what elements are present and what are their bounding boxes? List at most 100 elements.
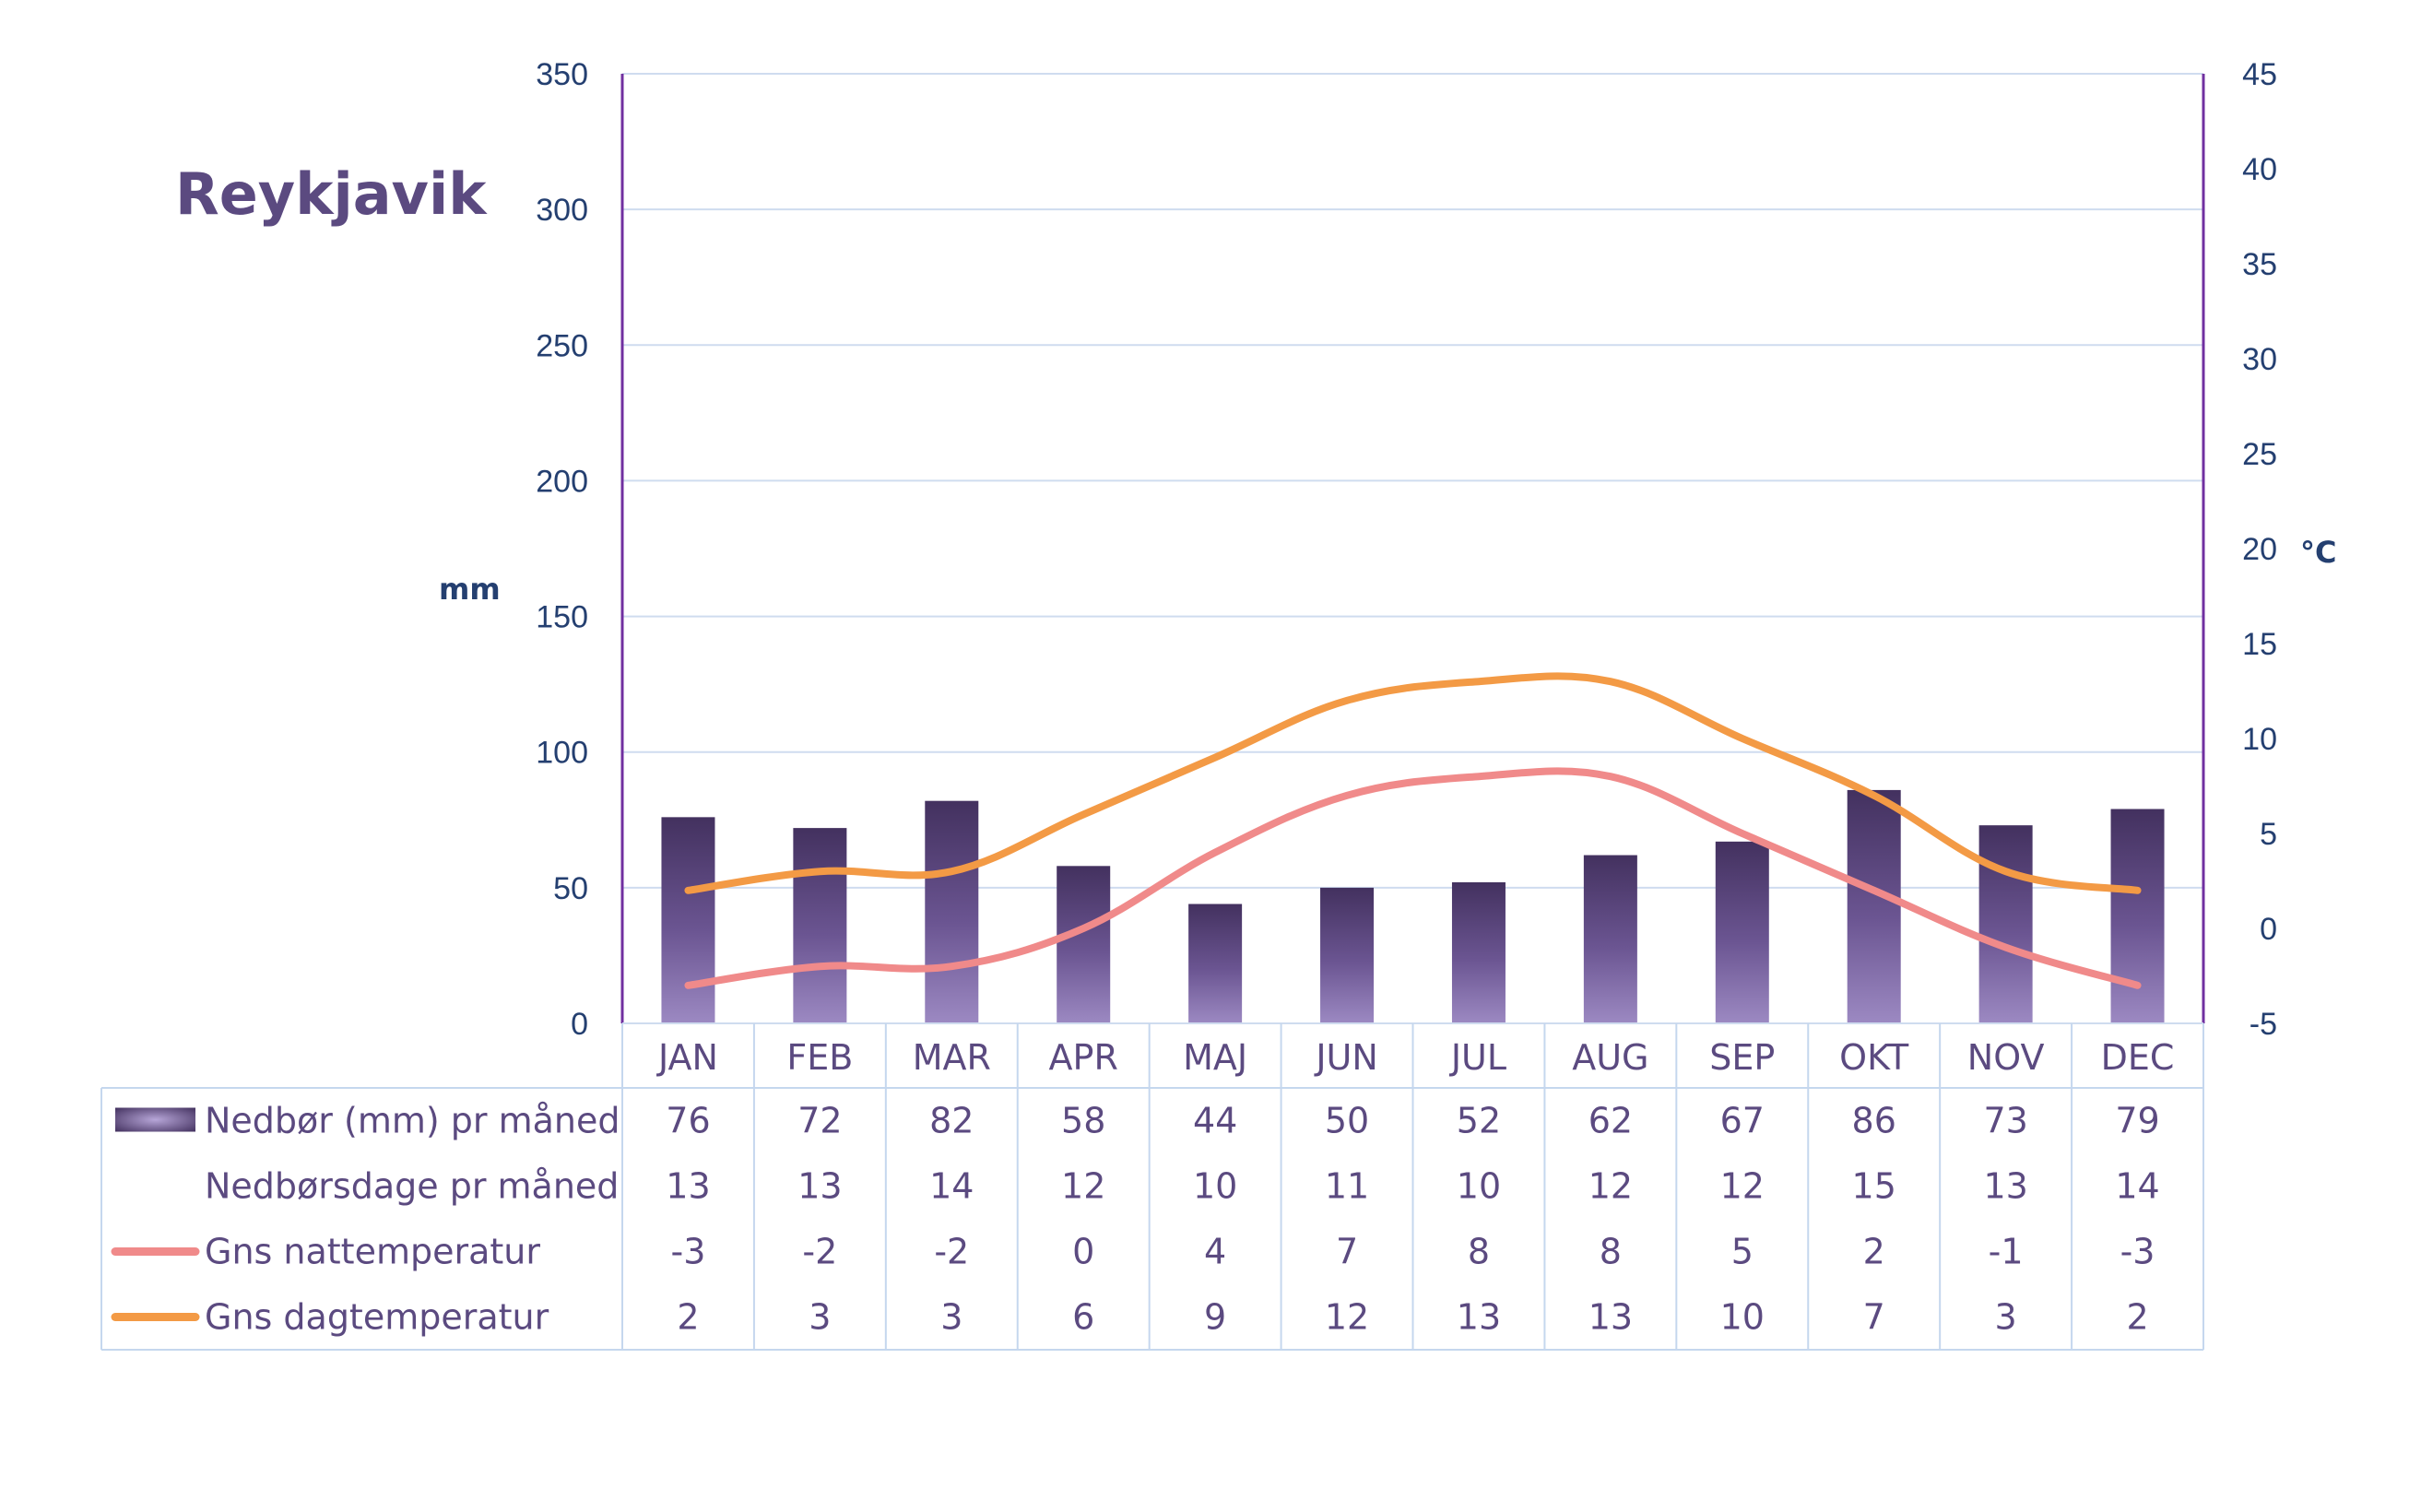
right-tick-label: 25 (2242, 437, 2277, 472)
left-tick-label: 100 (536, 736, 588, 771)
category-label: FEB (786, 1037, 853, 1078)
category-label: NOV (1967, 1037, 2045, 1078)
category-label: MAR (913, 1037, 991, 1078)
table-cell: 10 (1193, 1166, 1237, 1207)
right-tick-label: 5 (2260, 817, 2277, 852)
precipitation-bar (661, 817, 715, 1023)
table-cell: 13 (666, 1166, 710, 1207)
table-cell: 12 (1325, 1297, 1369, 1338)
table-cell: 13 (1588, 1297, 1633, 1338)
table-cell: -3 (2120, 1232, 2155, 1272)
left-axis-ticks: 0 50 100 150 200 250 300 350 (536, 57, 588, 1042)
table-cell: 12 (1720, 1166, 1765, 1207)
precipitation-bar (925, 800, 979, 1023)
table-cell: 14 (929, 1166, 974, 1207)
category-label: MAJ (1183, 1037, 1247, 1078)
table-cell: 10 (1720, 1297, 1765, 1338)
table-cell: 2 (2126, 1297, 2148, 1338)
table-cell: -2 (934, 1232, 969, 1272)
left-tick-label: 50 (553, 871, 588, 906)
data-table: JAN FEB MAR APR MAJ JUN JUL AUG SEP OKT NOV DEC Nedb… (100, 1023, 2204, 1351)
gridlines (622, 73, 2203, 889)
table-cell: 72 (797, 1101, 842, 1141)
axes (620, 74, 2205, 1024)
precipitation-bar (1715, 841, 1769, 1023)
category-label: JAN (656, 1037, 718, 1078)
right-axis-label: °C (2300, 535, 2336, 570)
table-cell: 44 (1193, 1101, 1237, 1141)
right-tick-label: 30 (2242, 342, 2277, 377)
table-cell: 8 (1468, 1232, 1490, 1272)
category-label: JUN (1314, 1037, 1377, 1078)
table-cell: 5 (1731, 1232, 1754, 1272)
category-label: DEC (2101, 1037, 2175, 1078)
legend-key-precipitation (115, 1107, 195, 1132)
right-tick-label: 15 (2242, 627, 2277, 662)
precipitation-bar (1847, 789, 1901, 1023)
table-cell: -3 (671, 1232, 706, 1272)
table-cell: 12 (1061, 1166, 1105, 1207)
table-cell: 13 (1983, 1166, 2027, 1207)
table-cell: 15 (1852, 1166, 1896, 1207)
table-cell: 14 (2115, 1166, 2159, 1207)
left-tick-label: 200 (536, 464, 588, 499)
precipitation-bar (1320, 887, 1375, 1023)
table-cell: 3 (809, 1297, 831, 1338)
table-cell: 0 (1072, 1232, 1094, 1272)
night-temperature-line (684, 767, 2142, 989)
category-label: JUL (1449, 1037, 1506, 1078)
category-label: AUG (1572, 1037, 1648, 1078)
table-cell: 11 (1325, 1166, 1369, 1207)
right-tick-label: 10 (2242, 722, 2277, 757)
table-cell: 3 (1995, 1297, 2017, 1338)
chart-title: Reykjavik (175, 160, 488, 228)
temperature-lines (684, 672, 2142, 989)
precipitation-bar (1978, 825, 2033, 1023)
category-label: APR (1049, 1037, 1118, 1078)
table-cell: 52 (1457, 1101, 1501, 1141)
table-cell: 62 (1588, 1101, 1633, 1141)
right-tick-label: 45 (2242, 57, 2277, 92)
right-tick-label: 35 (2242, 247, 2277, 282)
row-label: Nedbørsdage pr måned (205, 1166, 619, 1207)
table-cell: 86 (1852, 1101, 1896, 1141)
left-tick-label: 250 (536, 328, 588, 363)
row-label: Gns dagtemperatur (205, 1297, 549, 1338)
table-cell: 9 (1204, 1297, 1226, 1338)
left-axis-label: mm (439, 572, 501, 607)
table-cell: 73 (1983, 1101, 2027, 1141)
right-tick-label: 0 (2260, 912, 2277, 947)
precipitation-bar (2110, 809, 2165, 1023)
precipitation-bar (793, 828, 847, 1023)
table-cell: 13 (797, 1166, 842, 1207)
table-cell: 58 (1061, 1101, 1105, 1141)
right-tick-label: 20 (2242, 532, 2277, 567)
right-tick-label: 40 (2242, 152, 2277, 187)
table-cell: 79 (2115, 1101, 2159, 1141)
precipitation-bar (1188, 904, 1243, 1023)
table-cell: -1 (1989, 1232, 2024, 1272)
table-cell: 8 (1600, 1232, 1622, 1272)
precipitation-bar (1583, 855, 1637, 1023)
table-cell: 2 (677, 1297, 699, 1338)
table-cell: 3 (940, 1297, 962, 1338)
table-cell: 2 (1863, 1232, 1885, 1272)
right-tick-label: -5 (2250, 1007, 2277, 1042)
table-cell: 67 (1720, 1101, 1765, 1141)
left-tick-label: 300 (536, 193, 588, 228)
precipitation-bar (1057, 866, 1111, 1023)
table-cell: 82 (929, 1101, 974, 1141)
category-label: OKT (1839, 1037, 1909, 1078)
table-cell: 7 (1336, 1232, 1358, 1272)
table-cell: 13 (1457, 1297, 1501, 1338)
precipitation-bars (661, 789, 2165, 1023)
table-cell: 7 (1863, 1297, 1885, 1338)
left-tick-label: 150 (536, 600, 588, 635)
table-cell: -2 (802, 1232, 837, 1272)
table-cell: 6 (1072, 1297, 1094, 1338)
day-temperature-line (684, 672, 2142, 894)
table-cell: 76 (666, 1101, 710, 1141)
table-cell: 4 (1204, 1232, 1226, 1272)
right-axis-ticks: -5 0 5 10 15 20 25 30 35 40 45 (2242, 57, 2277, 1042)
